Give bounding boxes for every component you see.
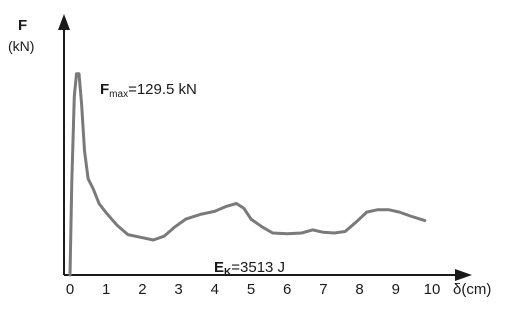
x-axis-arrowhead — [455, 269, 472, 281]
x-tick-label: 5 — [247, 281, 255, 298]
y-axis-label: F — [18, 17, 27, 34]
ek-symbol: E — [214, 259, 224, 276]
fmax-value: =129.5 kN — [128, 81, 197, 98]
x-tick-label: 2 — [138, 281, 146, 298]
x-tick-label: 10 — [424, 281, 441, 298]
y-axis-unit: (kN) — [8, 38, 34, 54]
series-line — [68, 72, 427, 277]
x-axis-label: δ(cm) — [453, 281, 491, 298]
x-tick-label: 0 — [66, 281, 74, 298]
ek-value: =3513 J — [231, 259, 285, 276]
x-tick-label: 6 — [283, 281, 291, 298]
x-tick-label: 8 — [355, 281, 363, 298]
x-tick-label: 1 — [102, 281, 110, 298]
x-tick-label: 4 — [211, 281, 219, 298]
x-tick-label: 9 — [392, 281, 400, 298]
ek-subscript: K — [224, 267, 232, 278]
x-tick-label: 3 — [174, 281, 182, 298]
fmax-symbol: F — [100, 81, 109, 98]
x-tick-label: 7 — [319, 281, 327, 298]
y-axis-arrowhead — [58, 14, 70, 30]
ek-annotation: EK=3513 J — [214, 259, 285, 278]
fmax-subscript: max — [109, 89, 128, 100]
x-tick-labels: 0 1 2 3 4 5 6 7 8 9 10 — [66, 281, 441, 298]
fmax-annotation: Fmax=129.5 kN — [100, 81, 197, 100]
